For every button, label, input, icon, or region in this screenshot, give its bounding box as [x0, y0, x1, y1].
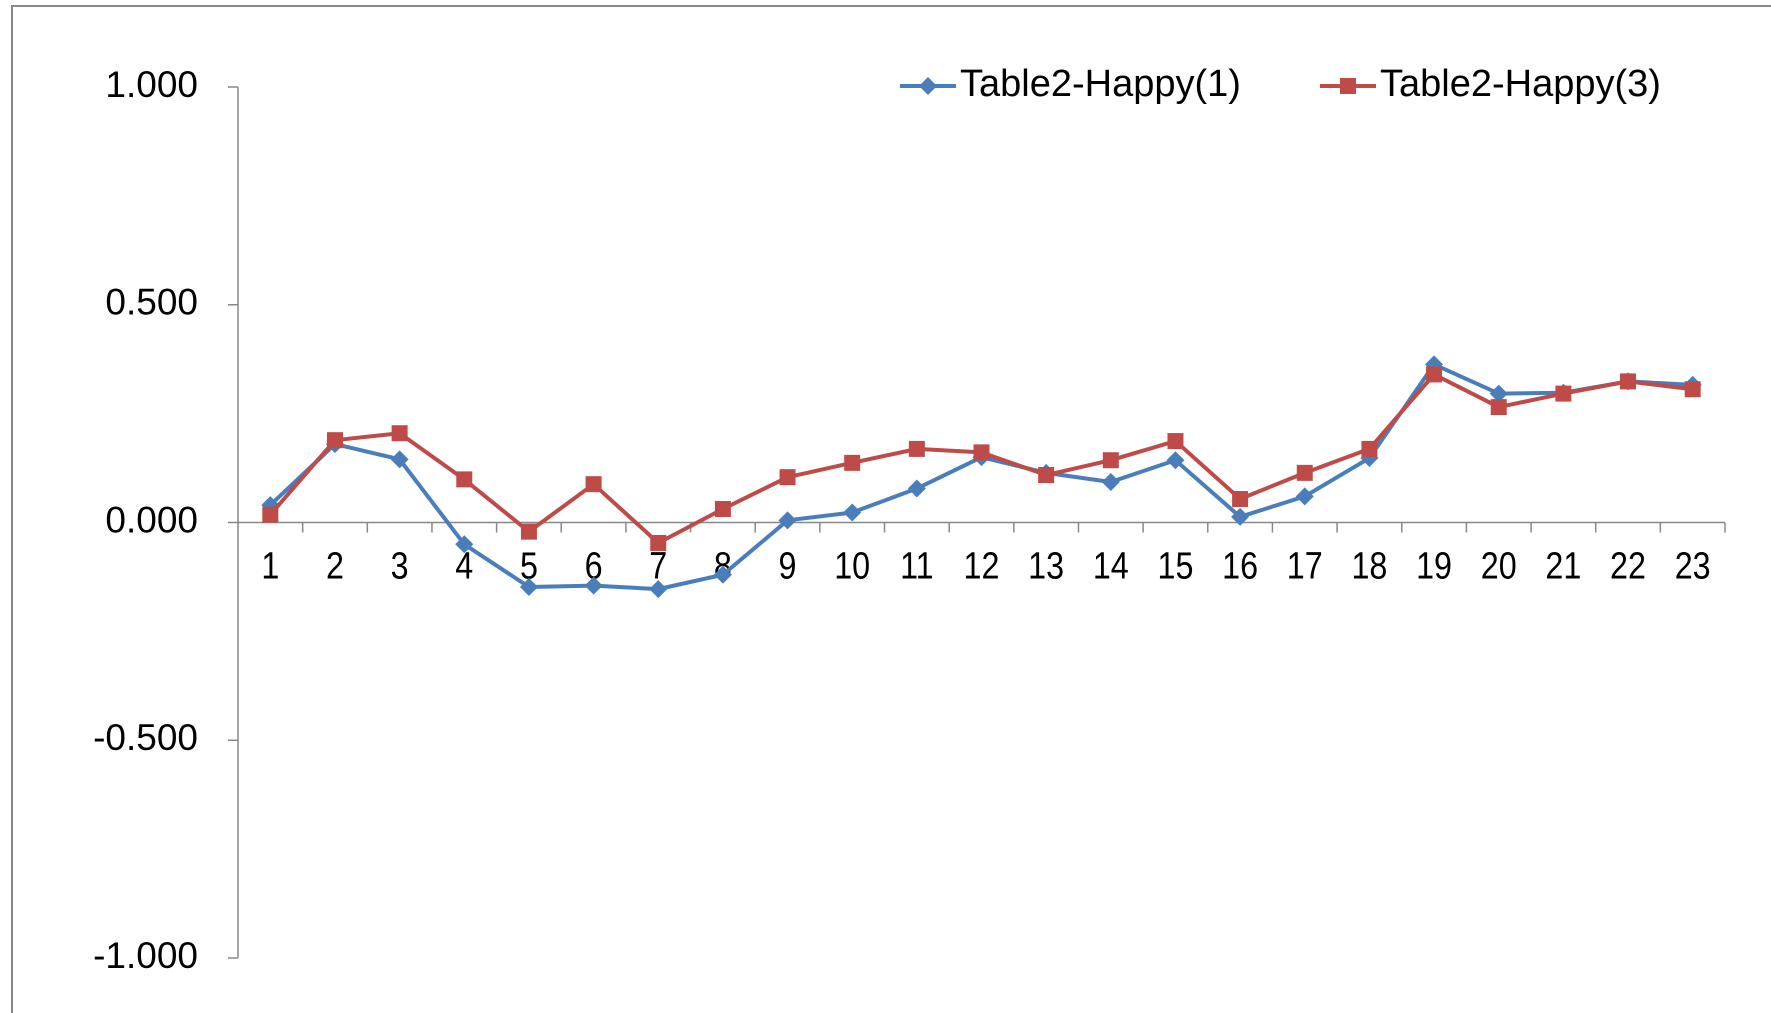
x-tick-label: 2	[326, 545, 344, 587]
x-tick-label: 17	[1287, 545, 1323, 587]
data-point	[391, 425, 408, 442]
data-point	[1490, 399, 1507, 416]
legend-label: Table2-Happy(1)	[960, 63, 1241, 105]
x-tick-label: 15	[1157, 545, 1193, 587]
legend-label: Table2-Happy(3)	[1380, 63, 1661, 105]
data-point	[973, 444, 990, 461]
x-tick-label: 12	[964, 545, 1000, 587]
data-point	[326, 432, 343, 449]
data-point	[1232, 490, 1249, 507]
x-tick-label: 9	[779, 545, 797, 587]
data-point	[1555, 385, 1572, 402]
x-tick-label: 14	[1093, 545, 1129, 587]
data-point	[1684, 381, 1701, 398]
legend-marker	[1340, 78, 1356, 94]
data-point	[585, 476, 602, 493]
data-point	[1489, 384, 1508, 403]
data-point	[908, 440, 925, 457]
data-point	[907, 479, 926, 498]
x-tick-label: 23	[1675, 545, 1711, 587]
data-point	[1101, 472, 1120, 491]
data-point	[1231, 507, 1250, 526]
x-tick-label: 11	[900, 545, 934, 587]
x-tick-label: 16	[1222, 545, 1258, 587]
data-point	[1038, 467, 1055, 484]
data-point	[779, 469, 796, 486]
x-tick-label: 21	[1545, 545, 1581, 587]
data-point	[262, 506, 279, 523]
y-tick-label: 0.500	[105, 282, 198, 323]
data-point	[1167, 433, 1184, 450]
data-point	[1166, 451, 1185, 470]
x-tick-label: 5	[520, 545, 538, 587]
x-tick-label: 18	[1351, 545, 1387, 587]
x-tick-label: 1	[261, 545, 279, 587]
data-point	[455, 535, 474, 554]
y-tick-label: -0.500	[93, 717, 198, 758]
data-point	[713, 565, 732, 584]
x-tick-label: 20	[1481, 545, 1517, 587]
data-point	[519, 577, 538, 596]
x-tick-label: 22	[1610, 545, 1646, 587]
data-point	[1361, 440, 1378, 457]
x-tick-label: 6	[585, 545, 603, 587]
data-point	[584, 576, 603, 595]
data-point	[456, 471, 473, 488]
x-tick-label: 13	[1028, 545, 1064, 587]
data-point	[650, 534, 667, 551]
x-tick-label: 3	[391, 545, 409, 587]
data-point	[1102, 452, 1119, 469]
data-point	[1295, 487, 1314, 506]
x-tick-label: 7	[649, 545, 667, 587]
data-point	[649, 580, 668, 599]
y-tick-label: -1.000	[93, 935, 198, 976]
data-point	[714, 500, 731, 517]
data-point	[844, 454, 861, 471]
data-point	[778, 511, 797, 530]
data-point	[843, 503, 862, 522]
data-point	[520, 523, 537, 540]
y-tick-label: 1.000	[105, 64, 198, 105]
data-point	[1296, 464, 1313, 481]
chart-border	[11, 5, 1771, 1013]
legend-marker	[919, 77, 937, 95]
x-tick-label: 19	[1416, 545, 1452, 587]
x-tick-label: 10	[834, 545, 870, 587]
data-point	[1620, 373, 1637, 390]
y-tick-label: 0.000	[105, 499, 198, 540]
data-point	[1426, 366, 1443, 383]
data-point	[390, 450, 409, 469]
data-point	[261, 496, 280, 515]
x-tick-label: 4	[455, 545, 473, 587]
